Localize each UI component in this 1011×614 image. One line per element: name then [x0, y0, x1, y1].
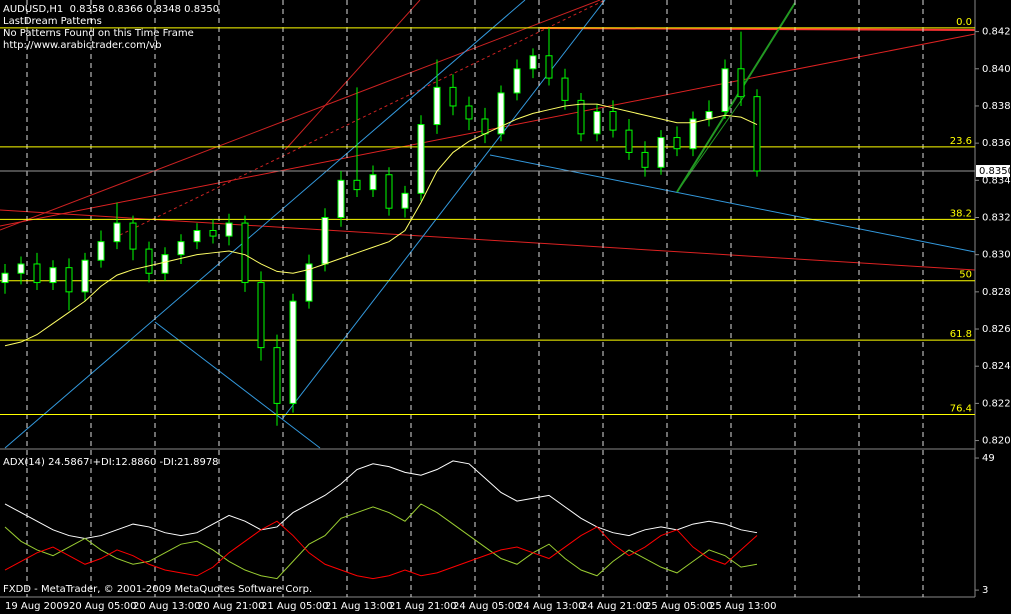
- candle-body: [657, 137, 665, 168]
- candle-body: [753, 96, 761, 172]
- x-tick-label: 24 Aug 21:00: [581, 601, 648, 612]
- y-tick-label: 0.8305: [982, 250, 1011, 261]
- y-tick-label: 0.8245: [982, 361, 1011, 372]
- fib-label: 0.0: [956, 17, 972, 28]
- fib-label: 50: [959, 270, 972, 281]
- footer: FXDD - MetaTrader, © 2001-2009 MetaQuote…: [3, 584, 312, 595]
- candle-body: [513, 68, 521, 94]
- y-tick-label: 0.8205: [982, 436, 1011, 447]
- annotation: No Patterns Found on this Time Frame: [3, 28, 194, 39]
- candle-body: [97, 241, 105, 261]
- candle-body: [593, 111, 601, 135]
- fib-label: 38.2: [950, 208, 972, 219]
- annotation: LastDream Patterns: [3, 16, 102, 27]
- x-tick-label: 25 Aug 13:00: [709, 601, 776, 612]
- candle-body: [321, 216, 329, 265]
- x-tick-label: 24 Aug 05:00: [453, 601, 520, 612]
- annotation: http://www.arabictrader.com/vb: [3, 40, 161, 51]
- chart-title: AUDUSD,H1 0.8358 0.8366 0.8348 0.8350: [3, 4, 219, 15]
- candle-body: [289, 300, 297, 404]
- candle-body: [689, 118, 697, 150]
- candle-body: [529, 55, 537, 70]
- fib-label: 61.8: [950, 329, 972, 340]
- indicator-line: [4, 520, 758, 580]
- candle-body: [721, 68, 729, 113]
- candle-body: [209, 230, 217, 237]
- fib-label: 23.6: [950, 136, 972, 147]
- candle-body: [353, 179, 361, 191]
- candle-body: [65, 267, 73, 293]
- current-price-label: 0.8350: [979, 166, 1011, 177]
- candle-body: [305, 263, 313, 302]
- candle-body: [145, 248, 153, 274]
- candle-body: [337, 179, 345, 218]
- candle-body: [273, 347, 281, 404]
- x-tick-label: 25 Aug 05:00: [645, 601, 712, 612]
- candle-body: [81, 259, 89, 293]
- y-tick-label: 0.8405: [982, 64, 1011, 75]
- candle-body: [129, 222, 137, 250]
- candle-body: [433, 86, 441, 126]
- candle-body: [177, 241, 185, 256]
- candle-body: [225, 222, 233, 237]
- candle-body: [241, 222, 249, 284]
- fib-label: 76.4: [950, 404, 972, 415]
- x-tick-label: 21 Aug 05:00: [261, 601, 328, 612]
- candle-body: [577, 99, 585, 135]
- y-tick-label: 0.8265: [982, 324, 1011, 335]
- candle-body: [673, 137, 681, 150]
- candle-body: [465, 105, 473, 120]
- moving-average: [4, 103, 758, 347]
- candle-body: [49, 267, 57, 284]
- y-tick-label: 49: [982, 453, 995, 464]
- candle-body: [113, 222, 121, 243]
- indicator-line: [4, 460, 758, 539]
- candle-body: [385, 174, 393, 209]
- candle-body: [193, 230, 201, 243]
- x-tick-label: 20 Aug 13:00: [133, 601, 200, 612]
- y-tick-label: 0.8365: [982, 138, 1011, 149]
- candle-body: [545, 55, 553, 79]
- y-tick-label: 0.8425: [982, 27, 1011, 38]
- candle-body: [737, 68, 745, 98]
- candle-body: [257, 282, 265, 349]
- candle-body: [369, 174, 377, 191]
- y-tick-label: 0.8285: [982, 287, 1011, 298]
- y-tick-label: 3: [982, 585, 988, 596]
- candle-body: [33, 263, 41, 284]
- x-tick-label: 21 Aug 13:00: [325, 601, 392, 612]
- x-tick-label: 20 Aug 05:00: [69, 601, 136, 612]
- candle-body: [481, 118, 489, 135]
- y-tick-label: 0.8345: [982, 175, 1011, 186]
- candle-body: [497, 92, 505, 135]
- candle-body: [705, 111, 713, 120]
- indicator-line: [4, 503, 758, 580]
- candle-body: [609, 111, 617, 131]
- candle-body: [625, 129, 633, 153]
- candle-body: [1, 272, 9, 284]
- x-tick-label: 19 Aug 2009: [5, 601, 69, 612]
- current-price-box: [976, 165, 1010, 178]
- candle-body: [161, 254, 169, 274]
- candle-body: [401, 192, 409, 209]
- drawn-objects: [0, 0, 976, 449]
- candle-body: [17, 263, 25, 274]
- candle-body: [417, 124, 425, 194]
- x-tick-label: 20 Aug 21:00: [197, 601, 264, 612]
- y-tick-label: 0.8225: [982, 398, 1011, 409]
- indicator-title: ADX(14) 24.5867 +DI:12.8860 -DI:21.8978: [3, 457, 219, 468]
- x-tick-label: 21 Aug 21:00: [389, 601, 456, 612]
- y-tick-label: 0.8325: [982, 212, 1011, 223]
- candle-body: [641, 151, 649, 168]
- candle-body: [561, 77, 569, 101]
- x-tick-label: 24 Aug 13:00: [517, 601, 584, 612]
- candle-body: [449, 86, 457, 107]
- y-tick-label: 0.8385: [982, 101, 1011, 112]
